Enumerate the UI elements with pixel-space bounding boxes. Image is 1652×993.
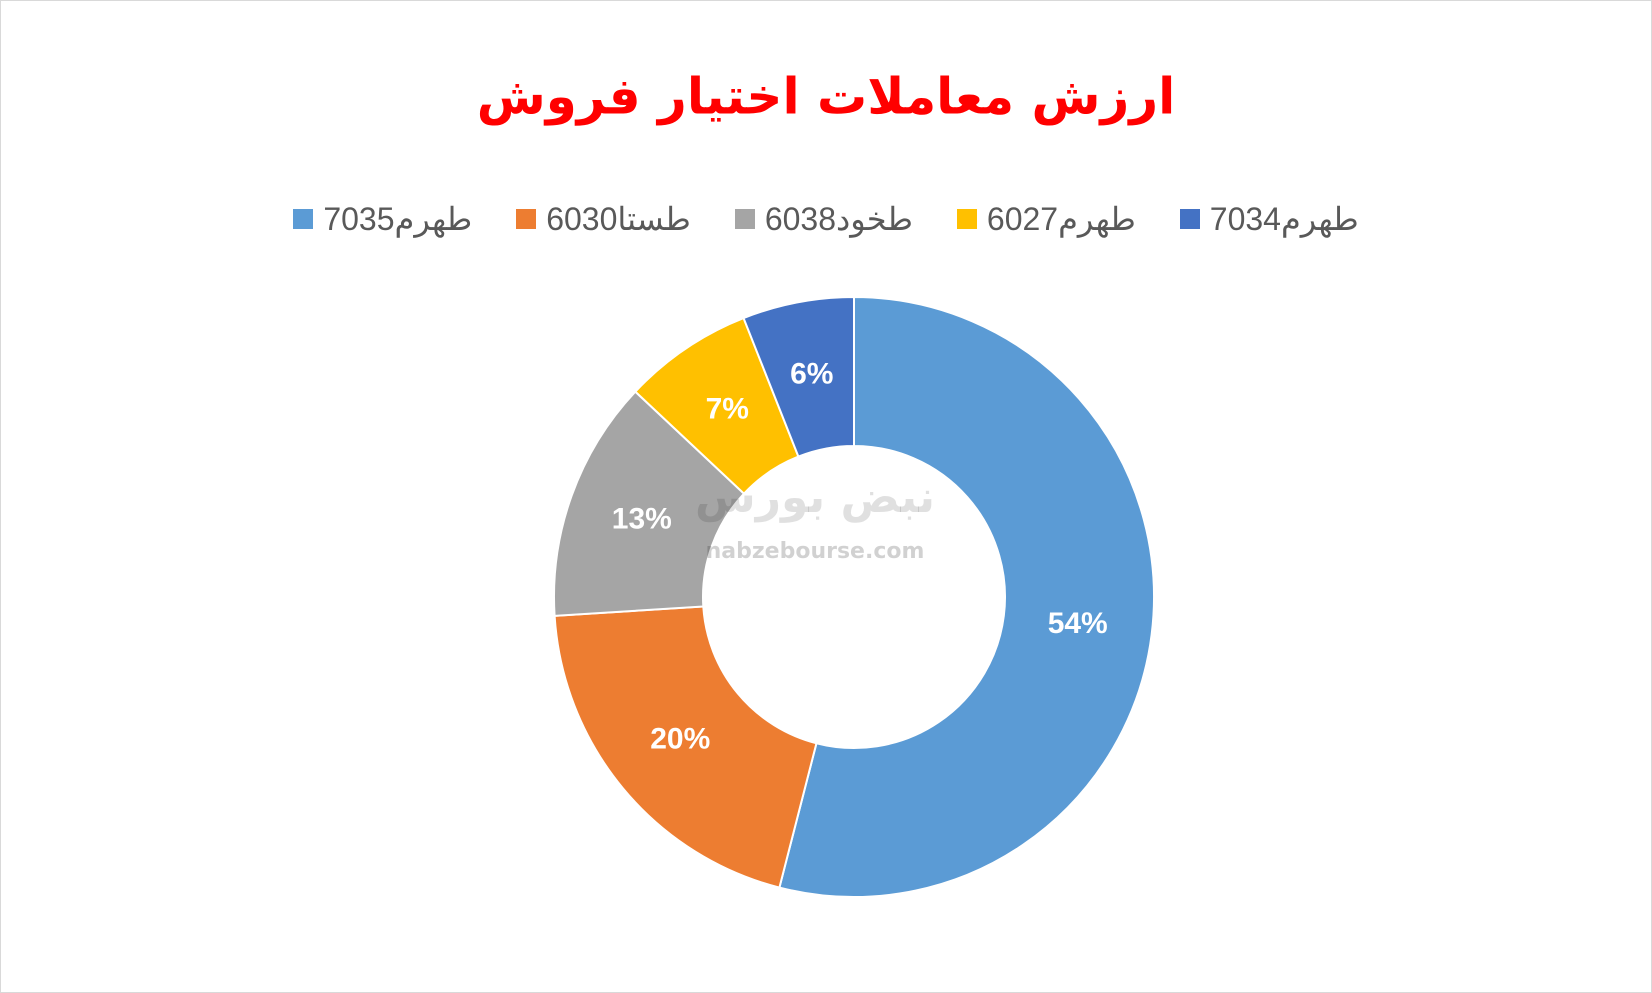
- legend-label: طهرم6027: [986, 201, 1136, 237]
- donut-slice: [553, 605, 818, 889]
- legend-item: طستا6030: [516, 200, 691, 238]
- data-label: 13%: [612, 503, 672, 536]
- legend-swatch: [956, 209, 977, 229]
- legend-label: طستا6030: [546, 201, 691, 237]
- legend-label: طخود6038: [764, 201, 913, 237]
- legend-item: طهرم7034: [1179, 200, 1359, 238]
- legend-swatch: [734, 209, 755, 229]
- data-label: 7%: [706, 392, 749, 425]
- data-label: 6%: [790, 357, 833, 390]
- legend-item: طخود6038: [734, 200, 913, 238]
- legend-swatch: [293, 209, 314, 229]
- data-label: 54%: [1048, 607, 1108, 640]
- legend-label: طهرم7034: [1209, 201, 1359, 237]
- watermark: nabzebourse.com: [706, 539, 925, 564]
- watermark: نبض بورس: [695, 472, 935, 523]
- legend-label: طهرم7035: [323, 201, 473, 237]
- chart-title: ارزش معاملات اختیار فروش: [477, 68, 1176, 127]
- donut-slice: [778, 295, 1155, 898]
- legend: طهرم7035 طستا6030 طخود6038 طهرم6027 طهرم7034: [0, 200, 1652, 238]
- legend-item: طهرم7035: [293, 200, 472, 238]
- donut-slice: [742, 295, 855, 458]
- legend-swatch: [1179, 209, 1200, 229]
- legend-item: طهرم6027: [956, 200, 1136, 238]
- data-label: 20%: [650, 723, 710, 756]
- legend-swatch: [516, 209, 537, 229]
